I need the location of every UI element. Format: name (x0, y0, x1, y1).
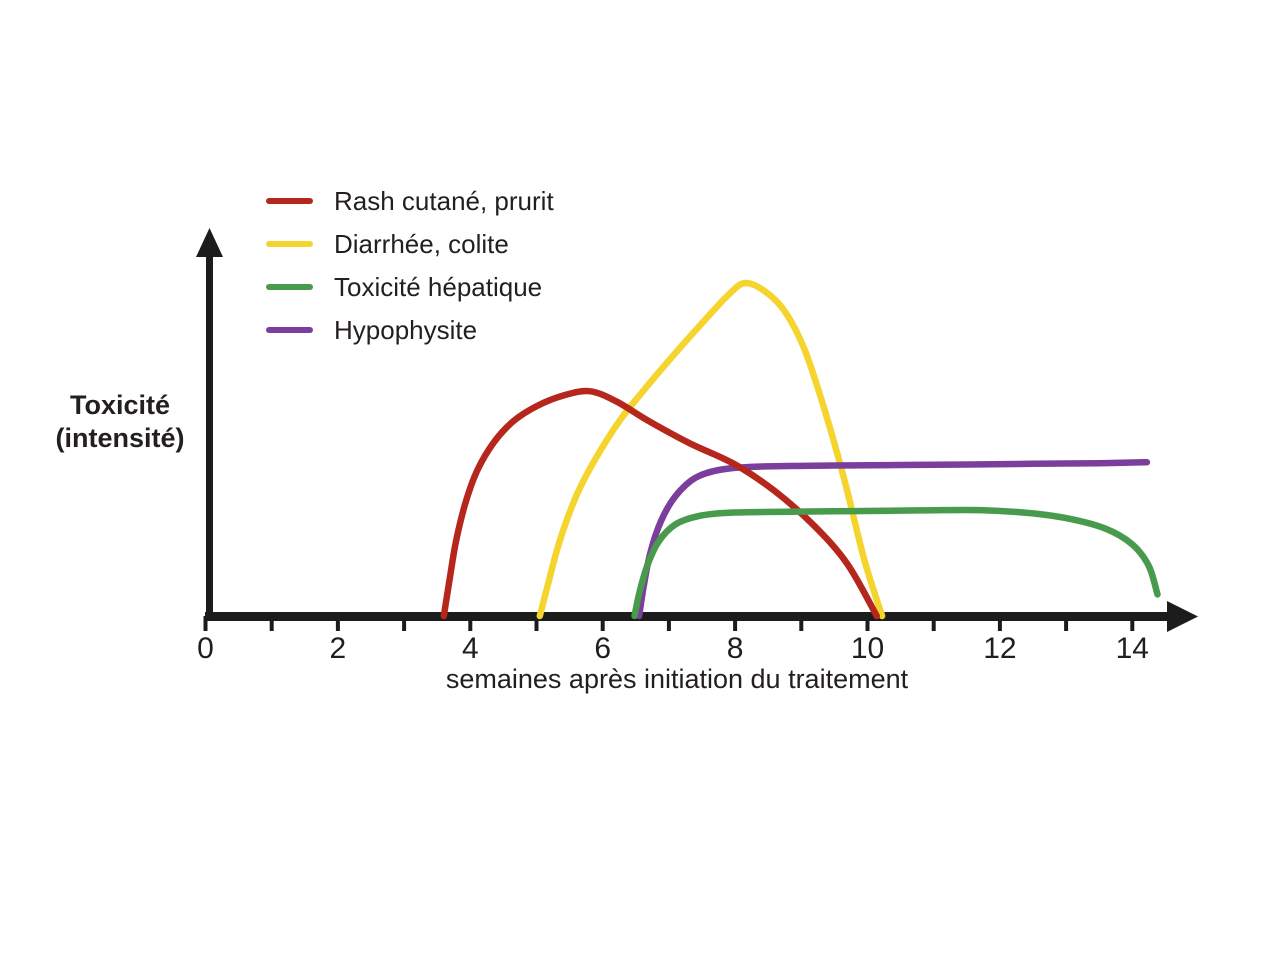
x-tick-label: 10 (851, 632, 884, 665)
curve-rash-cutane-prurit (440, 387, 881, 620)
x-tick-label: 4 (462, 632, 479, 665)
legend-swatch-rash-cutane-prurit (266, 198, 313, 204)
curve-hypophysite (635, 458, 1151, 620)
x-ticks-layer: 0 2 4 6 8 10 12 14 (197, 616, 1149, 665)
x-tick-label: 8 (727, 632, 744, 665)
x-tick-label: 6 (594, 632, 611, 665)
legend-label: Toxicité hépatique (334, 271, 543, 302)
legend-item-toxicite-hepatique: Toxicité hépatique (266, 272, 554, 302)
y-axis-title-line1: Toxicité (69, 390, 171, 420)
legend-item-diarrhee-colite: Diarrhée, colite (266, 229, 554, 259)
y-axis-title: Toxicité (intensité) (40, 389, 200, 455)
legend-label: Diarrhée, colite (334, 228, 509, 259)
x-tick-label: 0 (197, 632, 214, 665)
y-axis-arrow-icon (196, 228, 223, 257)
x-tick-label: 2 (330, 632, 347, 665)
legend-item-hypophysite: Hypophysite (266, 315, 554, 345)
legend-swatch-hypophysite (266, 327, 313, 333)
x-axis-arrow-icon (1167, 601, 1198, 632)
legend-swatch-toxicite-hepatique (266, 284, 313, 290)
x-tick-label: 14 (1116, 632, 1149, 665)
curves-layer (440, 279, 1161, 620)
curve-diarrhee-colite (536, 279, 886, 620)
curve-toxicite-hepatique (631, 506, 1161, 620)
legend: Rash cutané, prurit Diarrhée, colite Toxic… (266, 186, 554, 345)
x-tick-label: 12 (983, 632, 1016, 665)
legend-label: Hypophysite (334, 314, 478, 345)
legend-item-rash-cutane-prurit: Rash cutané, prurit (266, 186, 554, 216)
legend-swatch-diarrhee-colite (266, 241, 313, 247)
x-axis-title: semaines après initiation du traitement (445, 664, 909, 694)
y-axis-title-line2: (intensité) (55, 423, 185, 453)
legend-label: Rash cutané, prurit (334, 185, 554, 216)
